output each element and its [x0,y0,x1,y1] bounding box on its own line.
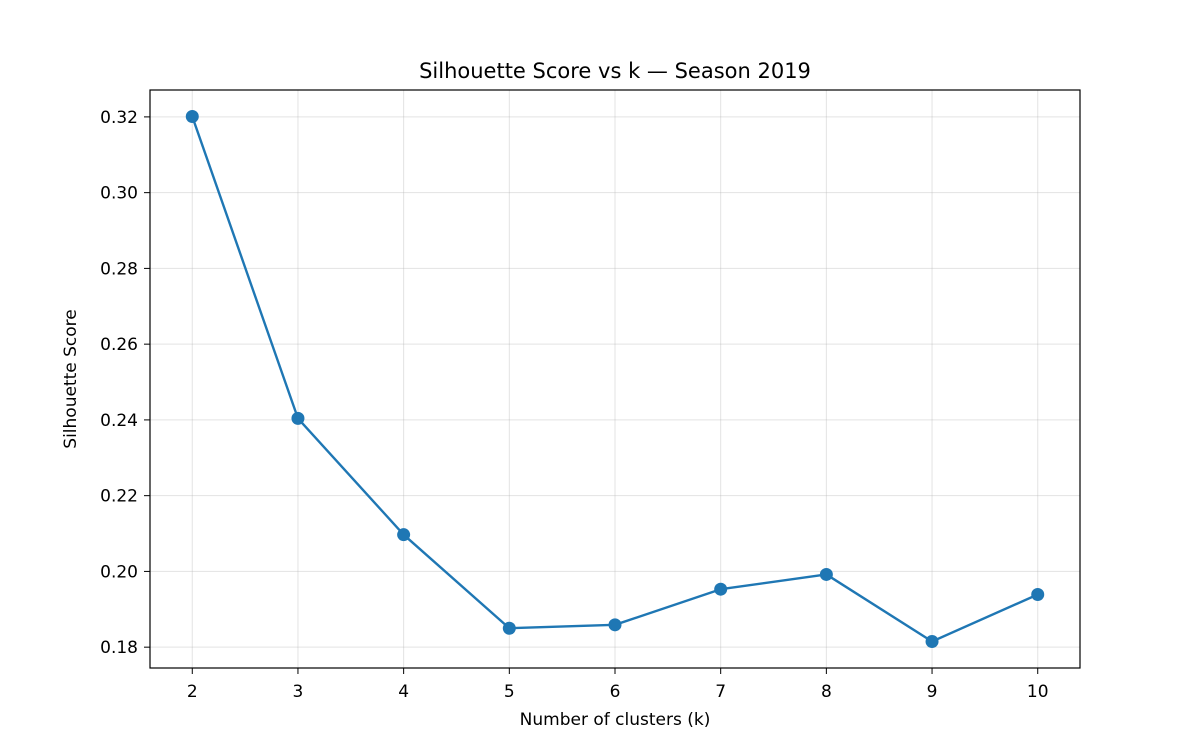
x-tick-label: 6 [610,682,621,702]
y-axis-label: Silhouette Score [61,309,81,448]
x-tick-label: 7 [715,682,726,702]
y-tick-label: 0.30 [100,184,138,204]
data-point-k-7 [714,582,728,596]
x-tick-label: 9 [927,682,938,702]
data-point-k-5 [502,621,516,635]
data-point-k-3 [291,411,305,425]
x-axis-label: Number of clusters (k) [520,710,711,730]
data-point-k-9 [925,634,939,648]
x-axis-ticks: 2 3 4 5 6 7 8 9 10 [187,668,1049,702]
y-tick-label: 0.28 [100,259,138,279]
data-point-k-8 [819,567,833,581]
data-point-k-4 [397,528,411,542]
y-tick-label: 0.18 [100,638,138,658]
y-tick-label: 0.32 [100,108,138,128]
x-tick-label: 8 [821,682,832,702]
data-point-k-10 [1031,588,1045,602]
data-point-k-2 [185,110,199,124]
chart-title: Silhouette Score vs k — Season 2019 [419,59,811,83]
data-series [185,110,1045,648]
y-tick-label: 0.24 [100,411,138,431]
x-tick-label: 2 [187,682,198,702]
y-tick-label: 0.26 [100,335,138,355]
grid-lines [150,90,1080,668]
data-point-k-6 [608,618,622,632]
x-tick-label: 3 [293,682,304,702]
y-tick-label: 0.20 [100,562,138,582]
x-tick-label: 10 [1027,682,1049,702]
y-tick-label: 0.22 [100,487,138,507]
x-tick-label: 4 [398,682,409,702]
y-axis-ticks: 0.18 0.20 0.22 0.24 0.26 0.28 0.30 0.32 [100,108,150,658]
x-tick-label: 5 [504,682,515,702]
